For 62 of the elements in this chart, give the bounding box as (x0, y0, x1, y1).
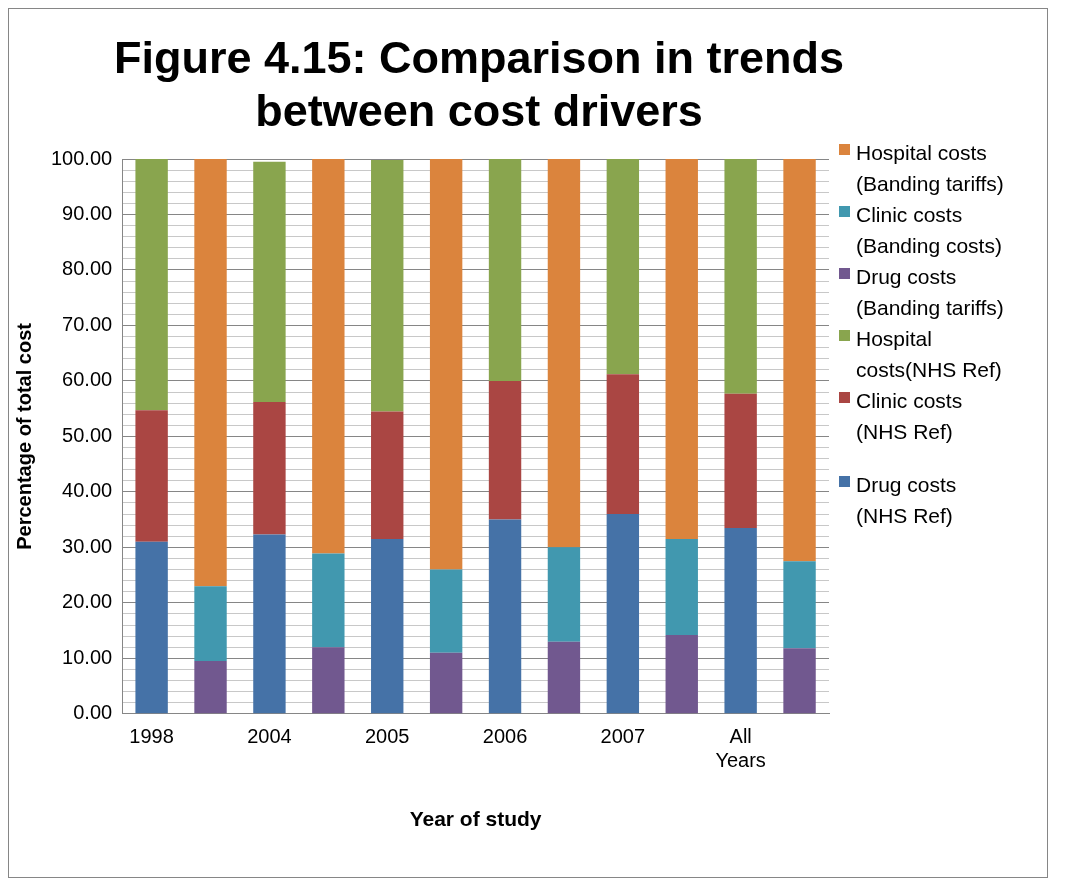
y-tick-label: 70.00 (62, 312, 113, 335)
bar (606, 159, 640, 375)
bar (371, 411, 404, 540)
legend-label: Clinic costs (NHS Ref) (856, 388, 964, 445)
bar (606, 374, 640, 515)
bar (488, 380, 522, 520)
bar (135, 410, 168, 542)
legend-label: Drug costs (Banding tariffs) (856, 264, 1005, 321)
y-tick-label: 80.00 (62, 257, 113, 280)
bar (429, 569, 463, 653)
bar (253, 534, 286, 714)
y-tick-label: 100.00 (51, 146, 113, 169)
legend-label: Clinic costs (Banding costs) (856, 202, 1003, 259)
bar (606, 514, 640, 714)
bar (194, 661, 227, 714)
y-axis-title: Percentage of total cost (12, 322, 35, 550)
x-tick-label: 2006 (482, 725, 528, 748)
bar (665, 159, 698, 540)
bar (724, 159, 757, 394)
bar (371, 539, 404, 714)
y-tick-label: 30.00 (62, 534, 113, 557)
bar (194, 586, 227, 662)
y-tick-label: 10.00 (62, 645, 113, 668)
legend-label: Hospital costs(NHS Ref) (856, 326, 1003, 383)
y-tick-label: 50.00 (62, 423, 113, 446)
legend-label: Drug costs (NHS Ref) (856, 472, 958, 529)
bar (547, 641, 581, 714)
bar (194, 159, 227, 587)
bar (724, 393, 757, 528)
bar (488, 519, 522, 714)
bar (135, 159, 168, 411)
bar (253, 402, 286, 535)
y-tick-label: 60.00 (62, 368, 113, 391)
y-tick-label: 90.00 (62, 202, 113, 224)
bar (783, 561, 816, 649)
x-tick-label: 2007 (600, 725, 646, 748)
x-tick-label: 1998 (129, 725, 174, 748)
bar (135, 541, 168, 714)
y-tick-label: 0.00 (73, 701, 113, 724)
bar (665, 539, 698, 636)
bar (488, 159, 522, 381)
x-tick-label: 2005 (364, 725, 410, 748)
x-axis-title: Year of study (409, 807, 542, 831)
chart-title: Figure 4.15: Comparison in trends between cost drivers (112, 31, 846, 137)
bar (783, 648, 816, 714)
bar (547, 159, 581, 548)
y-tick-label: 20.00 (62, 590, 113, 613)
legend-label: Hospital costs (Banding tariffs) (856, 140, 1005, 197)
bar (665, 635, 698, 714)
bar (429, 159, 463, 570)
x-tick-label: 2004 (247, 725, 292, 748)
x-tick-label: All Years (715, 725, 766, 772)
bar (371, 160, 404, 412)
bar (312, 553, 345, 648)
bar (547, 547, 581, 642)
bar (312, 159, 345, 554)
bar (312, 647, 345, 714)
bar (429, 652, 463, 714)
y-tick-label: 40.00 (62, 479, 113, 502)
bar (783, 159, 816, 562)
bar (724, 527, 757, 714)
bar (253, 161, 286, 402)
